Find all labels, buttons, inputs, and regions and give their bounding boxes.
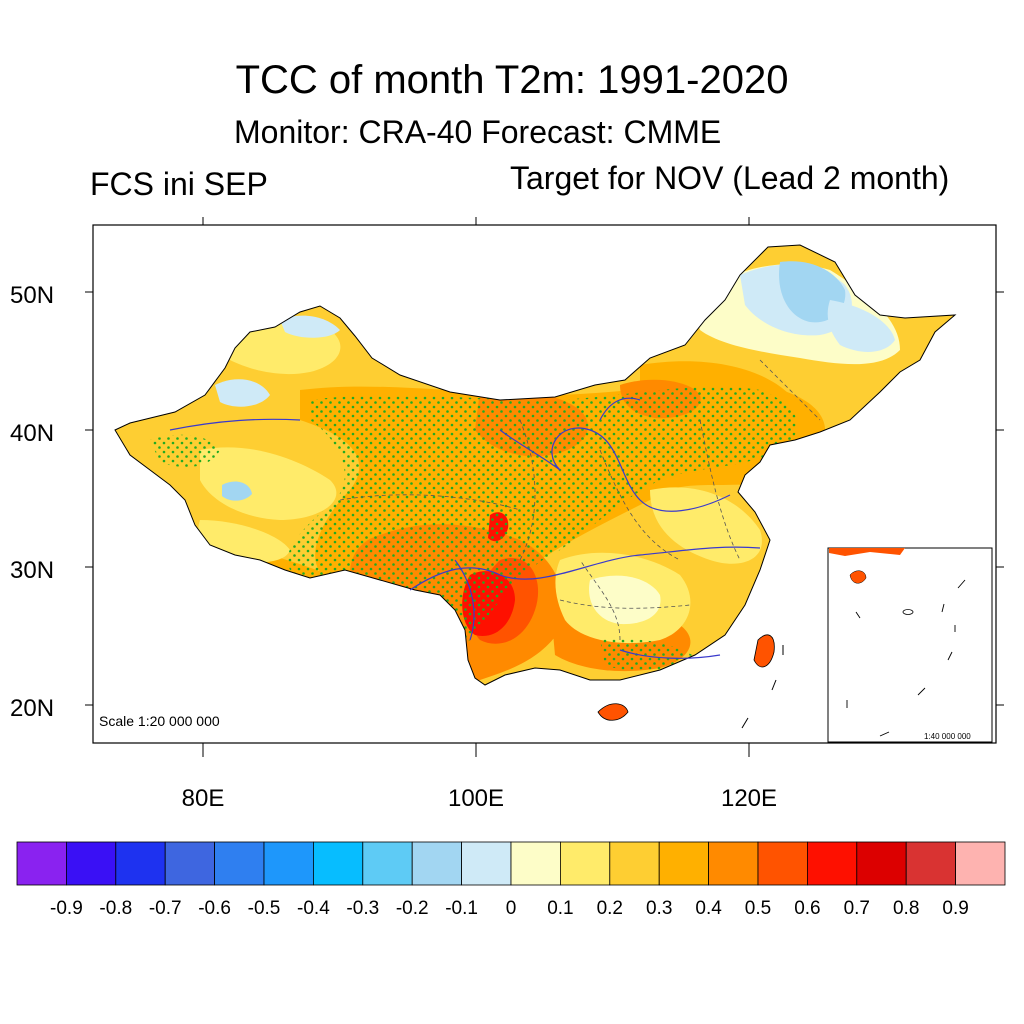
- colorbar-label: 0.2: [597, 898, 623, 919]
- taiwan-island: [753, 634, 775, 668]
- colorbar-box: [757, 841, 808, 886]
- chart-subtitle: Monitor: CRA-40 Forecast: CMME: [234, 114, 722, 150]
- colorbar-box: [411, 841, 463, 886]
- colorbar-label: -0.1: [445, 898, 478, 919]
- forecast-init-label: FCS ini SEP: [90, 166, 268, 202]
- colorbar-label: 0.3: [646, 898, 672, 919]
- colorbar-box: [312, 841, 364, 886]
- colorbar-label: -0.5: [248, 898, 281, 919]
- colorbar-label: 0.7: [844, 898, 870, 919]
- colorbar-box: [115, 841, 166, 886]
- colorbar-box: [66, 841, 117, 886]
- colorbar-label: 0.1: [547, 898, 573, 919]
- province-borders: [339, 359, 821, 641]
- rivers: [169, 397, 761, 659]
- lat-label-20n: 20N: [10, 695, 54, 722]
- colorbar-box: [16, 841, 67, 886]
- colorbar-label: -0.9: [50, 898, 83, 919]
- colorbar-box: [164, 841, 215, 886]
- south-china-sea-inset: 1:40 000 000: [827, 547, 993, 743]
- colorbar-label: 0.4: [695, 898, 722, 919]
- colorbar-box: [856, 841, 907, 886]
- lat-label-50n: 50N: [10, 282, 54, 309]
- lon-label-100e: 100E: [448, 785, 504, 812]
- colorbar-box: [807, 841, 858, 886]
- lon-label-120e: 120E: [721, 785, 777, 812]
- colorbar-box: [214, 841, 265, 886]
- nine-dash-marks: [741, 645, 784, 729]
- colorbar-box: [560, 841, 611, 886]
- inset-scale: 1:40 000 000: [924, 732, 971, 741]
- colorbar-box: [510, 841, 561, 886]
- colorbar-box: [658, 841, 710, 886]
- target-label: Target for NOV (Lead 2 month): [510, 160, 950, 196]
- colorbar-labels: -0.9 -0.8 -0.7 -0.6 -0.5 -0.4 -0.3 -0.2 -0.1 0 0.1…: [50, 898, 969, 919]
- colorbar-label: -0.6: [198, 898, 231, 919]
- colorbar-box: [609, 841, 660, 886]
- colorbar-box: [263, 841, 314, 886]
- chart-title: TCC of month T2m: 1991-2020: [235, 58, 789, 102]
- colorbar-box: [905, 841, 957, 886]
- colorbar-box: [955, 841, 1006, 886]
- lon-label-80e: 80E: [182, 785, 225, 812]
- hainan-island: [597, 703, 629, 721]
- colorbar-box: [362, 841, 413, 886]
- colorbar-label: -0.7: [149, 898, 182, 919]
- colorbar-label: -0.2: [396, 898, 429, 919]
- colorbar-label: 0.6: [794, 898, 820, 919]
- colorbar-label: 0.9: [942, 898, 968, 919]
- colorbar-label: -0.3: [346, 898, 379, 919]
- colorbar-label: 0: [506, 898, 517, 919]
- latitude-axis: [85, 291, 1004, 706]
- longitude-axis: [202, 217, 750, 757]
- colorbar-label: 0.8: [893, 898, 919, 919]
- lat-label-40n: 40N: [10, 420, 54, 447]
- colorbar-box: [461, 841, 512, 886]
- colorbar-box: [708, 841, 759, 886]
- colorbar: [16, 841, 1006, 886]
- main-map-scale: Scale 1:20 000 000: [99, 713, 220, 729]
- colorbar-label: -0.4: [297, 898, 330, 919]
- lat-label-30n: 30N: [10, 557, 54, 584]
- colorbar-label: 0.5: [745, 898, 771, 919]
- colorbar-label: -0.8: [99, 898, 132, 919]
